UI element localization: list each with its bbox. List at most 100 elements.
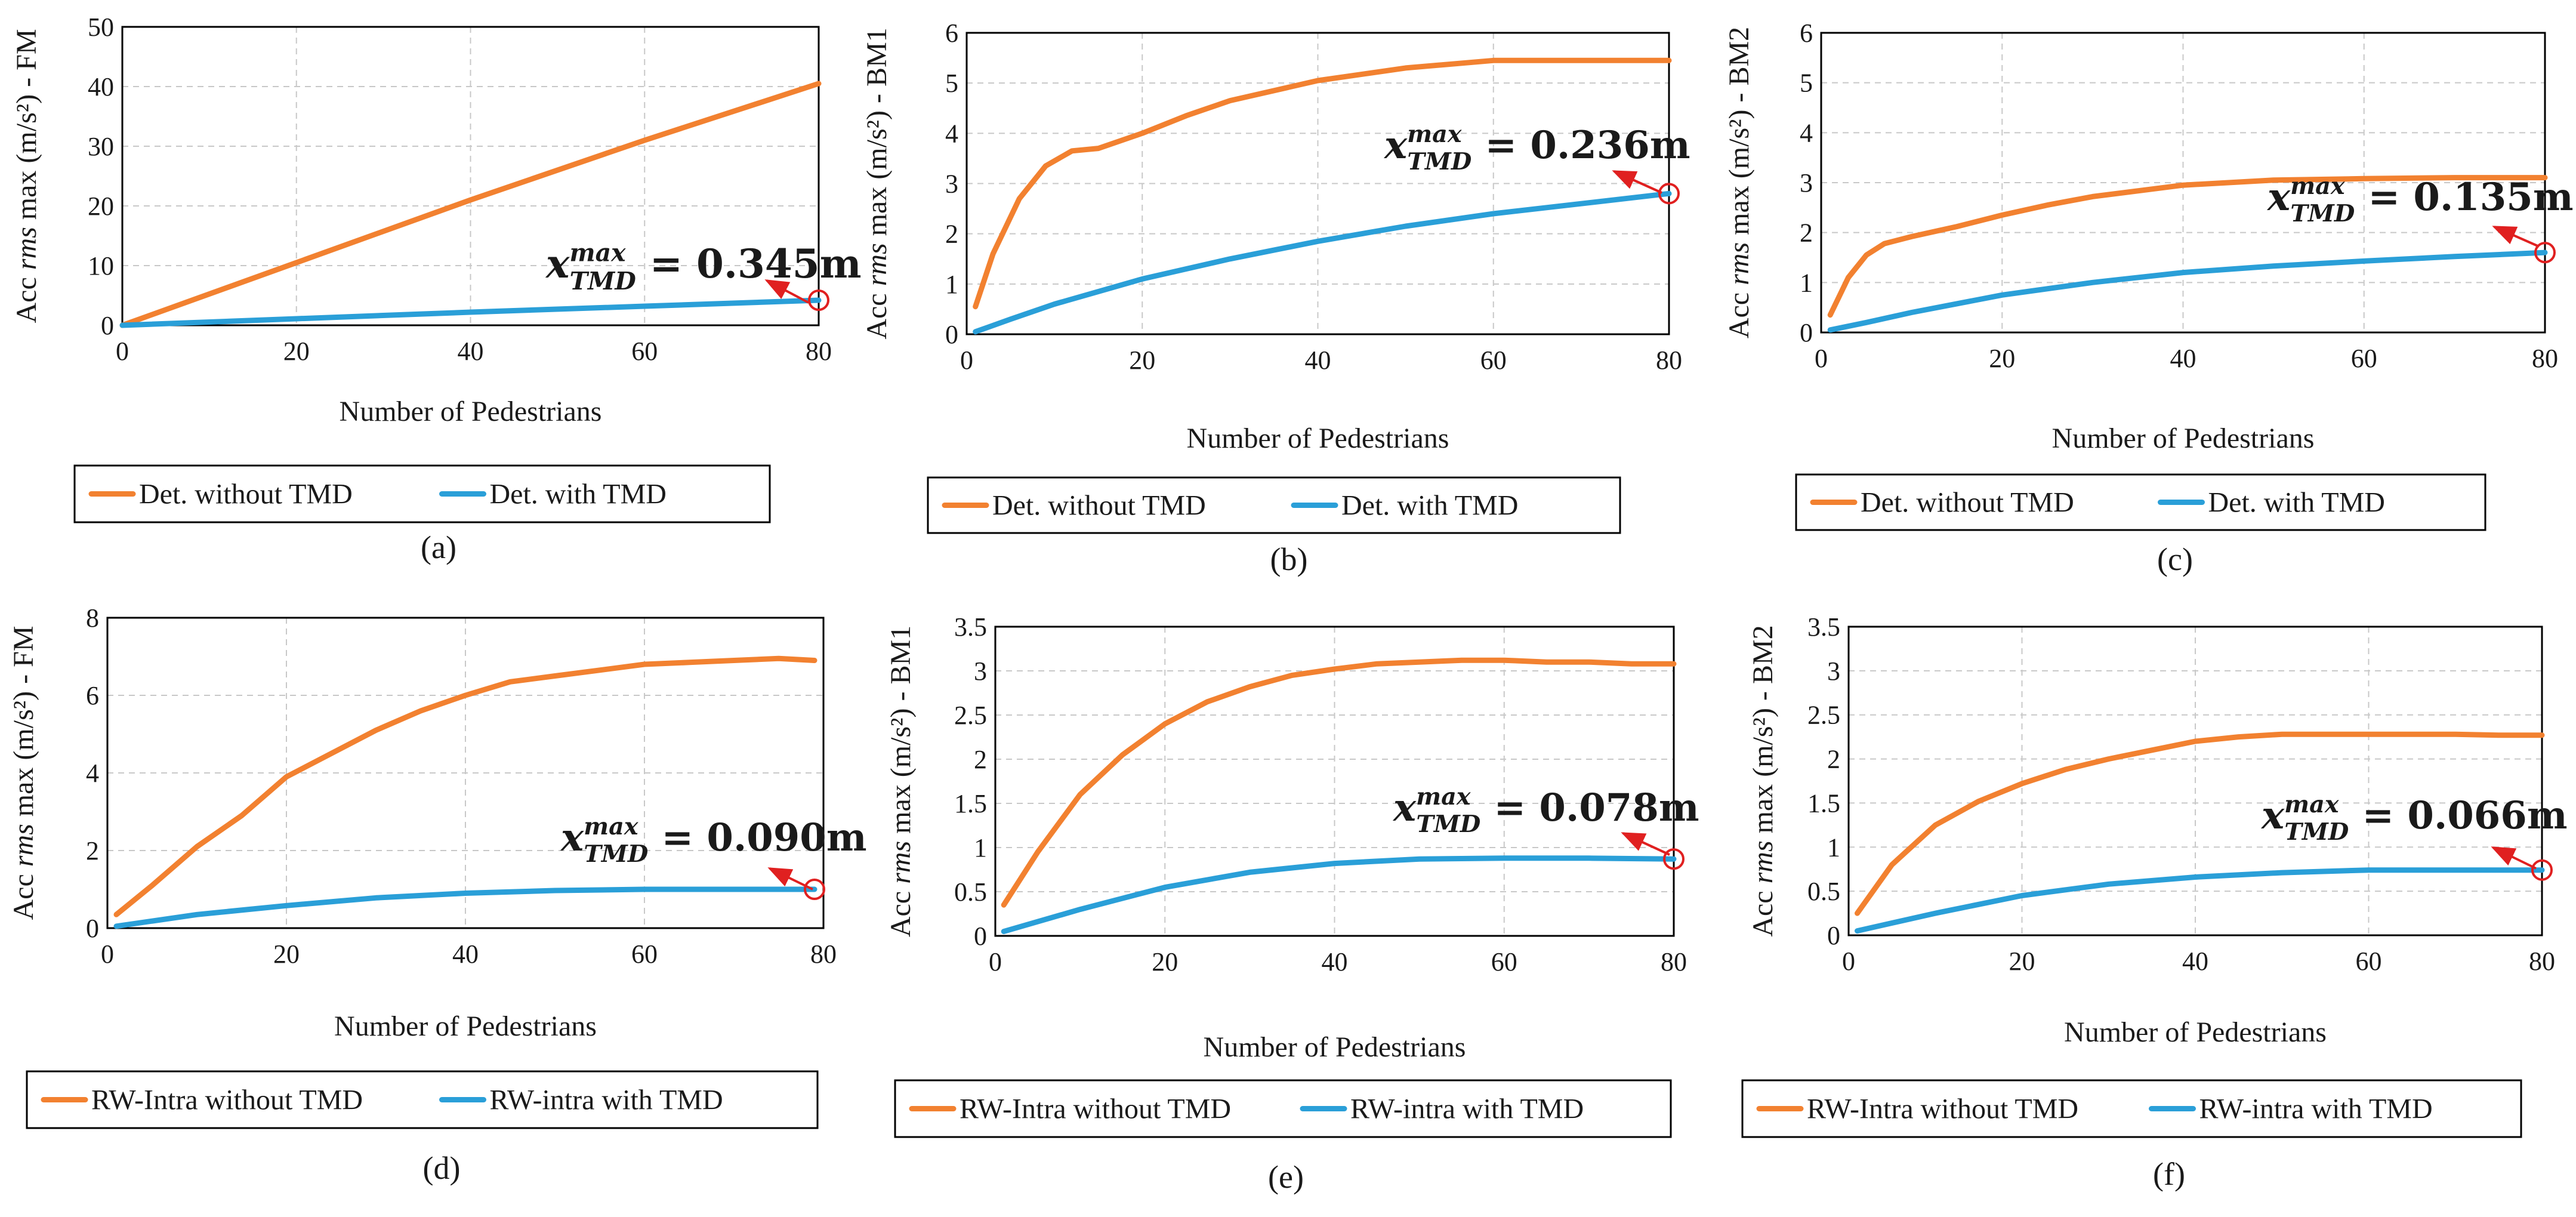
legend-box (26, 1070, 819, 1129)
legend-box (894, 1079, 1672, 1138)
endpoint-marker-circle (2531, 859, 2553, 881)
annotation-arrow (764, 279, 809, 304)
legend-box (73, 464, 771, 523)
legend: RW-Intra without TMD RW-intra with TMD (1741, 1079, 2522, 1138)
y-tick-label: 3.5 (954, 612, 987, 642)
chart-panel-1: 0 10 20 30 40 50 0 20 40 60 80 Number of Pedestrian… (11, 13, 862, 565)
y-tick-label: 3 (974, 657, 987, 686)
endpoint-marker-circle (2534, 242, 2556, 264)
x-tick-label: 80 (1661, 947, 1687, 976)
legend-entry-label: Det. with TMD (1341, 490, 1518, 522)
legend-entry-label: Det. without TMD (992, 490, 1206, 522)
x-tick-label: 20 (2009, 947, 2035, 976)
series-line-with-tmd (113, 886, 817, 929)
x-axis-label: Number of Pedestrians (2064, 1016, 2327, 1048)
x-tick-label: 40 (1322, 947, 1348, 976)
y-tick-label: 4 (945, 119, 958, 148)
x-tick-label: 60 (631, 337, 658, 366)
y-axis-label: Acc rms max (m/s²) - BM2 (1747, 625, 1779, 936)
x-tick-label: 0 (101, 939, 114, 969)
y-tick-label: 6 (86, 681, 99, 710)
y-tick-label: 1 (1800, 268, 1813, 297)
y-tick-label: 3 (1800, 168, 1813, 198)
legend-entry-label: Det. without TMD (1861, 487, 2074, 519)
legend-box (1795, 473, 2486, 531)
legend-box (927, 476, 1621, 534)
legend: Det. without TMD Det. with TMD (927, 476, 1621, 534)
y-tick-label: 5 (945, 69, 958, 98)
y-tick-label: 10 (88, 251, 114, 281)
series-line-without-tmd (113, 655, 817, 917)
x-tick-label: 40 (452, 939, 479, 969)
x-tick-label: 20 (283, 337, 310, 366)
max-displacement-annotation: xmax TMD = 0.135m (2266, 172, 2574, 227)
y-tick-label: 2 (1827, 745, 1840, 774)
y-tick-label: 1.5 (954, 789, 987, 818)
x-tick-label: 60 (1480, 346, 1507, 375)
panel-label: (c) (2157, 541, 2193, 577)
y-tick-label: 4 (1800, 118, 1813, 147)
y-tick-label: 0 (974, 922, 987, 951)
y-tick-label: 0 (945, 320, 958, 349)
x-axis-label: Number of Pedestrians (1187, 423, 1449, 454)
x-axis-label: Number of Pedestrians (2052, 423, 2315, 454)
endpoint-marker-circle (804, 879, 825, 900)
x-tick-label: 40 (2170, 344, 2196, 373)
y-tick-label: 2 (1800, 218, 1813, 248)
chart-panel-6: 0 0.5 1 1.5 2 2.5 3 3.5 0 20 40 60 80 Number of Pedes… (1741, 612, 2568, 1192)
series-line-without-tmd (973, 57, 1672, 310)
series-line-without-tmd (1827, 175, 2548, 318)
y-tick-label: 1.5 (1807, 788, 1840, 818)
legend-entry-label: RW-Intra without TMD (960, 1093, 1231, 1125)
legend-entry-label: Det. with TMD (490, 479, 667, 510)
y-tick-label: 2 (974, 745, 987, 774)
x-tick-label: 40 (458, 337, 484, 366)
plot-area-frame (106, 617, 825, 929)
y-tick-label: 0 (101, 311, 114, 340)
annotation-arrow (1621, 832, 1670, 856)
y-tick-label: 6 (945, 19, 958, 48)
x-tick-label: 20 (273, 939, 300, 969)
annotation-arrow (1612, 170, 1662, 194)
max-displacement-annotation: xmax TMD = 0.066m (2260, 791, 2568, 846)
legend-entry-label: RW-Intra without TMD (91, 1084, 363, 1116)
x-tick-label: 60 (631, 939, 658, 969)
panel-label: (f) (2153, 1156, 2185, 1192)
x-tick-label: 60 (1491, 947, 1517, 976)
legend-entry-label: RW-intra with TMD (1350, 1093, 1584, 1125)
y-tick-label: 2 (945, 220, 958, 249)
legend-entry-label: Det. without TMD (139, 479, 353, 510)
x-tick-label: 20 (1129, 346, 1155, 375)
y-tick-label: 4 (86, 759, 99, 788)
panel-label: (b) (1270, 541, 1308, 577)
x-tick-label: 0 (1842, 947, 1855, 976)
y-tick-label: 8 (86, 603, 99, 633)
x-tick-label: 20 (1989, 344, 2015, 373)
y-tick-label: 0 (1800, 318, 1813, 347)
x-tick-label: 80 (1656, 346, 1682, 375)
x-tick-label: 60 (2351, 344, 2377, 373)
y-tick-label: 1 (974, 833, 987, 862)
y-tick-label: 20 (88, 192, 114, 221)
x-axis-label: Number of Pedestrians (1204, 1031, 1466, 1063)
y-tick-label: 1 (1827, 833, 1840, 862)
y-tick-label: 1 (945, 270, 958, 299)
series-line-without-tmd (119, 81, 822, 328)
y-tick-label: 5 (1800, 69, 1813, 98)
annotation-arrow (2491, 846, 2537, 870)
y-tick-label: 2.5 (1807, 701, 1840, 730)
y-axis-label: Acc rms max (m/s²) - BM1 (861, 27, 893, 339)
endpoint-marker-circle (1658, 183, 1680, 205)
x-tick-label: 0 (1815, 344, 1828, 373)
y-tick-label: 50 (88, 13, 114, 42)
plot-area-frame (1820, 32, 2546, 334)
y-tick-label: 3.5 (1807, 612, 1840, 642)
y-tick-label: 2.5 (954, 701, 987, 730)
series-line-with-tmd (973, 190, 1672, 335)
y-tick-label: 30 (88, 132, 114, 161)
x-tick-label: 0 (116, 337, 129, 366)
annotation-arrow (767, 867, 813, 891)
x-tick-label: 0 (989, 947, 1002, 976)
legend-entry-label: RW-intra with TMD (2199, 1093, 2433, 1125)
